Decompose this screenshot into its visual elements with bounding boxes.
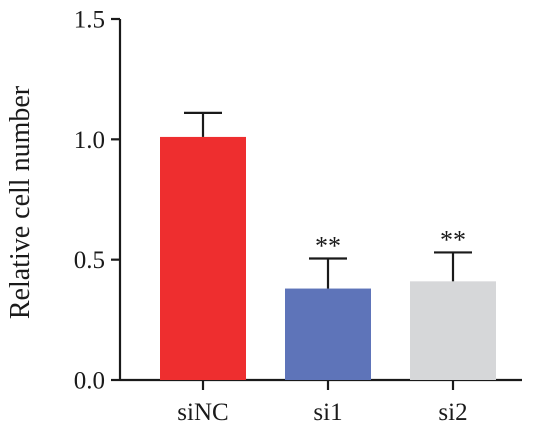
error-bars-group [184,111,472,289]
y-axis-title: Relative cell number [5,85,36,319]
bar [410,281,496,380]
y-tick-label: 1.0 [74,127,105,154]
x-axis: siNC si1 si2 [120,378,522,426]
bar [160,136,246,380]
y-tick-label: 0.0 [74,368,105,395]
significance-labels-group: ** ** [315,225,466,260]
significance-label: ** [315,231,341,260]
bar [285,288,371,380]
x-tick-label: si2 [438,399,467,426]
bars-group [160,136,496,380]
significance-label: ** [440,225,466,254]
y-tick-label: 0.5 [74,247,105,274]
y-tick-label: 1.5 [74,7,105,34]
x-tick-label: si1 [313,399,342,426]
x-tick-label: siNC [177,399,228,426]
y-axis: 0.0 0.5 1.0 1.5 [74,7,122,395]
